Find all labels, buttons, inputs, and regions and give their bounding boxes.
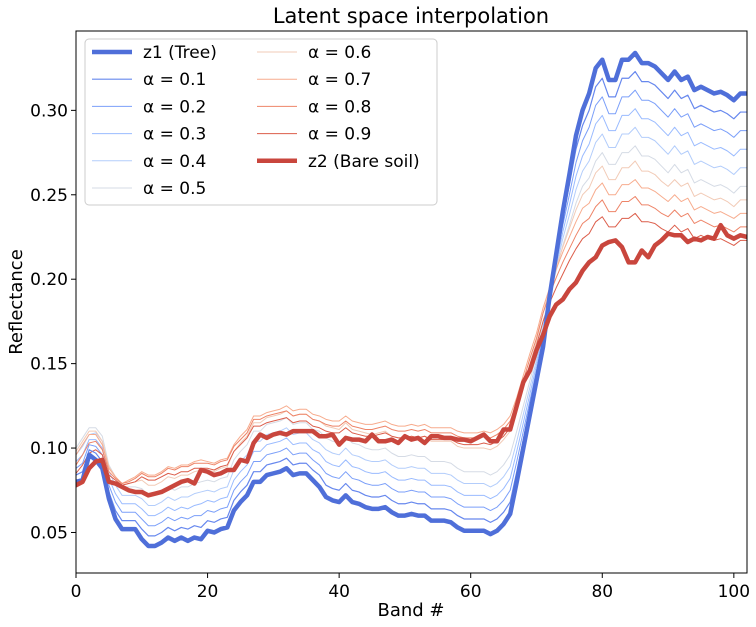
x-tick-label: 60 (460, 582, 482, 602)
axes: 0 20 40 60 80 100 0.05 0.10 0.15 0.20 0.25 0.30 (30, 30, 750, 602)
legend-label-10: z2 (Bare soil) (308, 152, 420, 172)
legend-label-5: α = 0.5 (143, 179, 206, 199)
legend-label-8: α = 0.8 (308, 97, 371, 117)
y-tick-label: 0.05 (30, 523, 68, 543)
series-lines (76, 50, 747, 549)
legend: z1 (Tree) α = 0.1 α = 0.2 α = 0.3 α = 0.4 α =… (84, 38, 438, 206)
series-line-4 (76, 126, 747, 506)
x-tick-label: 100 (718, 582, 750, 602)
y-tick-label: 0.20 (30, 270, 68, 290)
series-line-3 (76, 108, 747, 517)
legend-label-4: α = 0.4 (143, 152, 206, 172)
x-tick-label: 0 (71, 582, 82, 602)
y-tick-label: 0.15 (30, 355, 68, 375)
series-line-8 (76, 195, 747, 485)
series-line-0 (76, 50, 747, 549)
x-tick-label: 40 (328, 582, 350, 602)
y-tick-label: 0.30 (30, 101, 68, 121)
legend-box (84, 38, 438, 206)
y-tick-label: 0.10 (30, 439, 68, 459)
series-line-1 (76, 70, 747, 537)
y-tick-label: 0.25 (30, 186, 68, 206)
chart-title: Latent space interpolation (273, 4, 549, 28)
series-line-7 (76, 179, 747, 485)
series-line-10 (76, 222, 747, 498)
x-tick-label: 80 (591, 582, 613, 602)
legend-label-2: α = 0.2 (143, 97, 206, 117)
plot-frame (75, 30, 748, 574)
legend-label-3: α = 0.3 (143, 125, 206, 145)
x-axis-label: Band # (377, 600, 444, 621)
x-tick-label: 20 (197, 582, 219, 602)
legend-label-9: α = 0.9 (308, 125, 371, 145)
series-line-2 (76, 89, 747, 527)
legend-label-6: α = 0.6 (308, 43, 371, 63)
plot-area (76, 50, 747, 549)
series-line-9 (76, 212, 747, 486)
legend-label-1: α = 0.1 (143, 70, 206, 90)
y-axis-label: Reflectance (6, 249, 27, 355)
legend-label-0: z1 (Tree) (143, 43, 217, 63)
series-line-5 (76, 145, 747, 496)
legend-label-7: α = 0.7 (308, 70, 371, 90)
